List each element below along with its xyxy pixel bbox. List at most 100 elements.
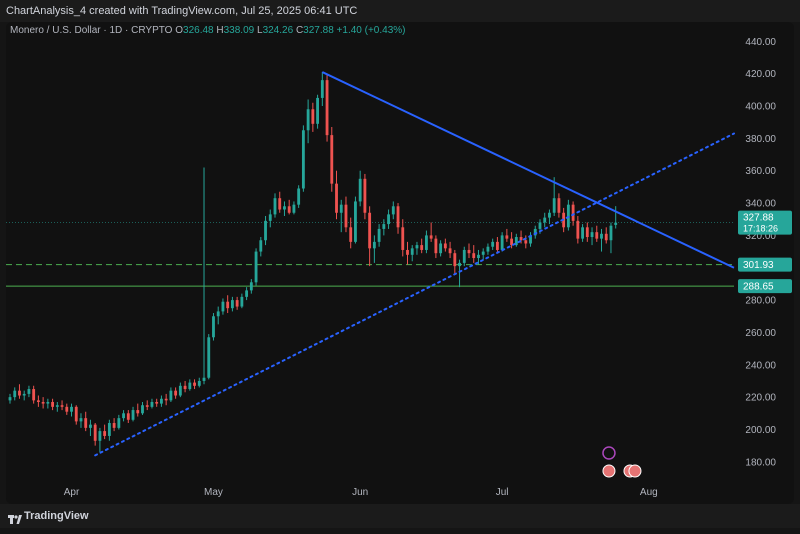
y-tick-label: 440.00 [745,37,776,48]
candle-body [212,316,215,338]
candle-body [216,311,220,317]
candle-body [98,431,102,441]
candle-body [287,206,291,213]
candle-body [259,240,263,252]
x-tick-label: Jun [352,487,368,498]
candle-body [65,406,69,412]
candle-body [477,254,480,259]
candle-body [55,405,59,407]
candle-body [230,300,234,309]
candle-body [13,390,17,398]
candle-body [472,253,476,259]
candle-body [131,410,135,420]
candle-body [207,337,211,378]
candle-body [519,237,523,241]
candle-body [22,393,26,396]
candle-body [320,80,324,98]
candle-body [609,225,613,241]
candle-body [155,401,159,404]
low-value: 324.26 [262,25,294,36]
candle-body [372,241,376,249]
chart-panel: 180.00200.00220.00240.00260.00280.00300.… [6,22,794,504]
candle-body [363,178,367,213]
candle-body [93,424,97,441]
us-flag-event-icon [628,464,642,478]
ascending-trendline [94,132,735,457]
level-price-tag: 288.65 [743,282,774,293]
candle-body [150,401,154,407]
candle-body [524,240,528,244]
candle-body [89,424,92,428]
candle-body [538,222,542,229]
change-value: +1.40 (+0.43%) [336,25,406,36]
footer-brand: TradingView [24,510,89,522]
candle-body [278,198,282,210]
last-price-tag: 327.88 [743,213,774,224]
candle-body [595,232,599,239]
candle-body [486,246,490,252]
candle-body [74,406,78,422]
candle-body [391,206,395,215]
candle-body [117,418,121,428]
candle-body [415,245,419,249]
candle-body [84,418,88,428]
candle-body [112,423,116,428]
candle-body [543,217,547,223]
y-tick-label: 180.00 [745,457,776,468]
y-tick-label: 400.00 [745,102,776,113]
candle-body [292,204,296,213]
candle-body [481,251,485,255]
candlestick-chart[interactable]: 180.00200.00220.00240.00260.00280.00300.… [6,22,794,504]
candle-body [510,238,514,246]
tradingview-logo-icon [8,510,22,534]
candle-body [60,405,64,407]
candle-body [103,431,107,436]
y-tick-label: 220.00 [745,393,776,404]
candle-body [420,245,424,250]
candle-body [311,109,315,124]
y-tick-label: 320.00 [745,231,776,242]
last-price-tag-bg [738,210,792,235]
candle-body [505,235,509,239]
y-tick-label: 200.00 [745,425,776,436]
candle-body [107,423,111,436]
candle-body [406,249,409,255]
lightning-event-icon [602,446,616,460]
descending-trendline [321,71,735,269]
candle-body [429,235,433,239]
candle-body [297,188,301,205]
candle-body [301,130,305,189]
candle-body [283,206,286,210]
last-price-tag-countdown: 17:18:26 [743,224,778,234]
level-price-tag-bg [738,279,792,294]
candle-body [136,410,140,414]
candle-body [491,241,495,247]
candle-body [514,237,518,246]
candle-body [240,296,244,307]
y-tick-label: 380.00 [745,134,776,145]
symbol-legend[interactable]: Monero / U.S. Dollar · 1D · CRYPTO O326.… [10,25,405,36]
candle-body [193,382,196,386]
chart-caption: ChartAnalysis_4 created with TradingView… [0,0,800,22]
candle-body [8,397,12,401]
open-value: 326.48 [183,25,214,36]
candle-body [183,385,187,390]
x-tick-label: Aug [640,487,658,498]
candle-body [202,377,206,381]
candle-body [439,243,443,254]
candle-body [571,204,575,221]
candle-body [273,198,277,215]
candle-body [160,398,163,404]
candle-body [36,400,40,402]
candle-body [254,251,258,283]
low-label: L [257,25,263,36]
candle-body [614,222,618,225]
candle-body [529,235,532,244]
open-label: O [175,25,184,36]
candle-body [576,220,580,239]
candle-body [344,204,348,228]
candle-body [18,390,21,396]
candle-body [264,220,267,241]
y-tick-label: 420.00 [745,69,776,80]
candle-body [443,243,447,249]
